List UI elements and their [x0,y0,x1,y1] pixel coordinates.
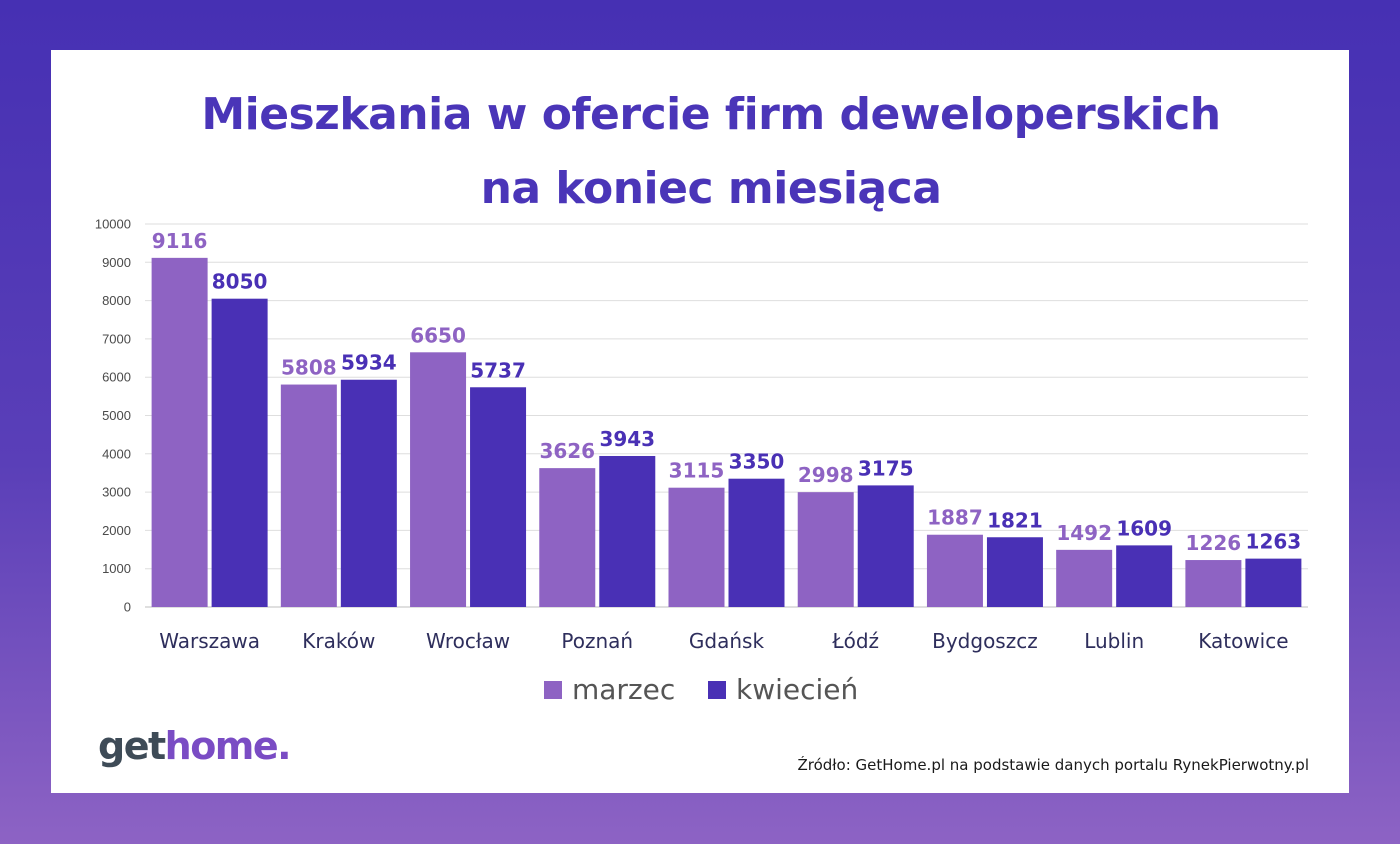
bar-marzec [151,257,208,607]
bar-marzec [668,487,725,607]
bar-marzec [1185,560,1242,607]
gethome-logo: gethome. [98,724,292,768]
bar-value-label: 1263 [1246,530,1302,554]
x-category-label: Lublin [1084,629,1144,653]
x-category-label: Kraków [302,629,375,653]
bar-value-label: 3943 [599,427,655,451]
legend-swatch-marzec [544,681,562,699]
legend-label: kwiecień [736,673,858,706]
bar-value-label: 1821 [987,508,1043,532]
bar-marzec [797,492,854,607]
bar-value-label: 5737 [470,358,526,382]
bar-value-label: 5934 [341,351,397,375]
x-category-label: Katowice [1198,629,1288,653]
bar-value-label: 5808 [281,356,337,380]
chart-title-line-1: Mieszkania w ofercie firm deweloperskich [201,89,1221,140]
logo-part-get: get [98,724,166,768]
bar-kwiecien [728,478,785,607]
bar-value-label: 3626 [539,439,595,463]
bar-value-label: 6650 [410,323,466,347]
bar-value-label: 2998 [798,463,854,487]
bar-value-label: 3115 [669,459,725,483]
source-note: Źródło: GetHome.pl na podstawie danych p… [797,756,1309,774]
bar-kwiecien [211,298,268,607]
bar-marzec [926,534,983,607]
x-category-label: Wrocław [426,629,510,653]
y-tick-label: 9000 [102,255,131,270]
bar-value-label: 1492 [1056,521,1112,545]
bar-marzec [539,468,596,607]
bar-kwiecien [470,387,527,607]
bar-value-label: 1887 [927,506,983,530]
bar-marzec [280,384,337,607]
x-category-label: Poznań [561,629,633,653]
x-category-label: Gdańsk [689,629,765,653]
x-category-label: Łódź [831,629,879,653]
bar-kwiecien [1116,545,1173,607]
bar-value-label: 8050 [212,270,268,294]
bar-marzec [410,352,467,607]
bar-value-label: 3350 [729,450,785,474]
bar-value-label: 9116 [152,229,208,253]
y-tick-label: 5000 [102,408,131,423]
y-tick-label: 1000 [102,561,131,576]
bar-marzec [1056,549,1113,607]
bar-value-label: 1609 [1116,516,1172,540]
x-category-label: Bydgoszcz [932,629,1038,653]
bar-kwiecien [340,379,397,607]
y-tick-label: 4000 [102,446,131,461]
bar-value-label: 1226 [1186,531,1242,555]
chart-title-line-2: na koniec miesiąca [480,163,942,214]
y-tick-label: 6000 [102,370,131,385]
y-tick-label: 7000 [102,331,131,346]
y-tick-label: 0 [124,600,131,615]
bar-kwiecien [599,455,656,607]
y-tick-label: 10000 [95,217,131,232]
bar-kwiecien [857,485,914,607]
x-category-label: Warszawa [159,629,260,653]
chart-title: Mieszkania w ofercie firm deweloperskich… [51,78,1371,226]
bar-value-label: 3175 [858,456,914,480]
y-tick-label: 2000 [102,523,131,538]
chart-card: Mieszkania w ofercie firm deweloperskich… [51,50,1349,793]
logo-part-home: home. [164,724,292,768]
bar-kwiecien [1245,558,1302,607]
bar-kwiecien [986,537,1043,607]
y-tick-label: 3000 [102,485,131,500]
bar-chart: 0 1000 2000 3000 4000 5000 6000 7000 8000 9000 100… [95,217,1308,706]
y-tick-label: 8000 [102,293,131,308]
legend-label: marzec [572,673,675,706]
legend-swatch-kwiecien [708,681,726,699]
